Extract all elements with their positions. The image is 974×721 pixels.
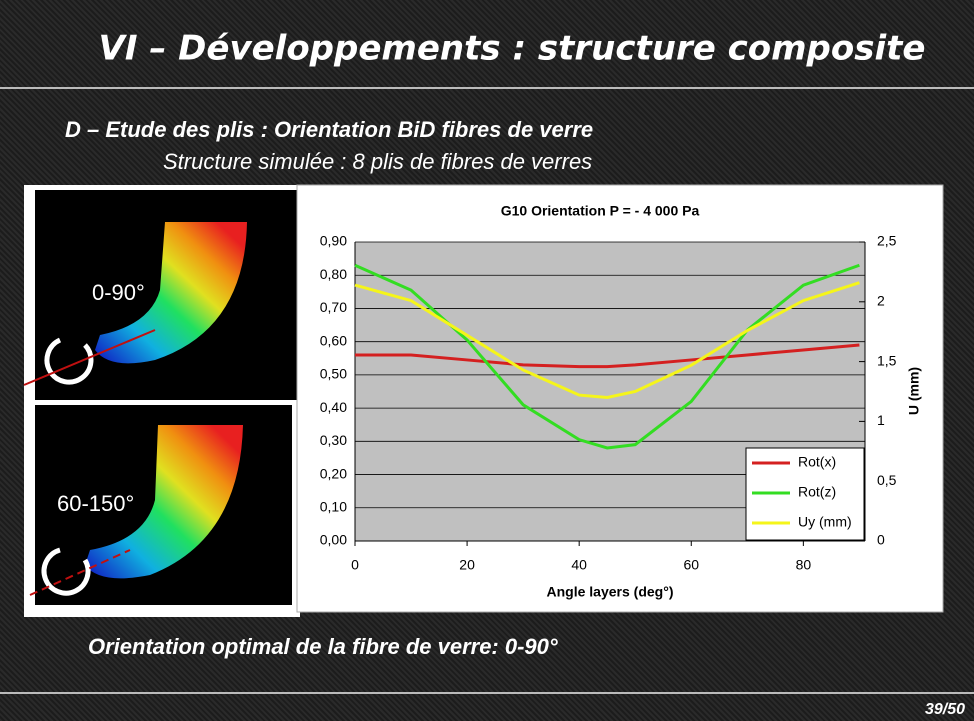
y2-tick-label: 2 [877, 293, 885, 309]
conclusion: Orientation optimal de la fibre de verre… [88, 634, 558, 659]
x-tick-label: 20 [459, 557, 475, 573]
rotation-arrow [41, 547, 91, 596]
y2-tick-label: 0 [877, 532, 885, 548]
rotation-arrow [44, 337, 94, 385]
series-line [355, 343, 860, 369]
x-axis-title: Angle layers (deg°) [547, 584, 674, 600]
chart-title: G10 Orientation P = - 4 000 Pa [501, 203, 700, 219]
heading: D – Etude des plis : Orientation BiD fib… [65, 117, 593, 142]
legend-label: Rot(x) [798, 454, 836, 470]
y-tick-label: 0,00 [320, 532, 347, 548]
fea-shape [85, 425, 243, 579]
y-tick-label: 0,70 [320, 299, 347, 315]
orientation-line [23, 329, 156, 386]
y-tick-label: 0,30 [320, 432, 347, 448]
legend-label: Rot(z) [798, 484, 836, 500]
image-label: 0-90° [92, 280, 145, 305]
x-tick-label: 40 [571, 557, 587, 573]
y-tick-label: 0,80 [320, 266, 347, 282]
y-tick-label: 0,90 [320, 233, 347, 249]
y2-tick-label: 2,5 [877, 233, 897, 249]
y-tick-label: 0,40 [320, 399, 347, 415]
y2-tick-label: 1,5 [877, 352, 897, 368]
y2-tick-label: 1 [877, 412, 885, 428]
y-tick-label: 0,50 [320, 366, 347, 382]
x-tick-label: 80 [796, 557, 812, 573]
legend-label: Uy (mm) [798, 514, 852, 530]
fea-shape [95, 222, 247, 364]
subheading: Structure simulée : 8 plis de fibres de … [163, 149, 592, 174]
y-tick-label: 0,10 [320, 498, 347, 514]
x-tick-label: 0 [351, 557, 359, 573]
y-tick-label: 0,20 [320, 465, 347, 481]
image-label: 60-150° [57, 491, 134, 516]
slide-title: VI – Développements : structure composit… [99, 29, 926, 69]
y2-axis-title: U (mm) [906, 367, 922, 415]
orientation-line [29, 549, 131, 596]
page-number: 39/50 [925, 701, 965, 718]
x-tick-label: 60 [683, 557, 699, 573]
y2-tick-label: 0,5 [877, 472, 897, 488]
y-tick-label: 0,60 [320, 332, 347, 348]
series-line [354, 281, 860, 399]
